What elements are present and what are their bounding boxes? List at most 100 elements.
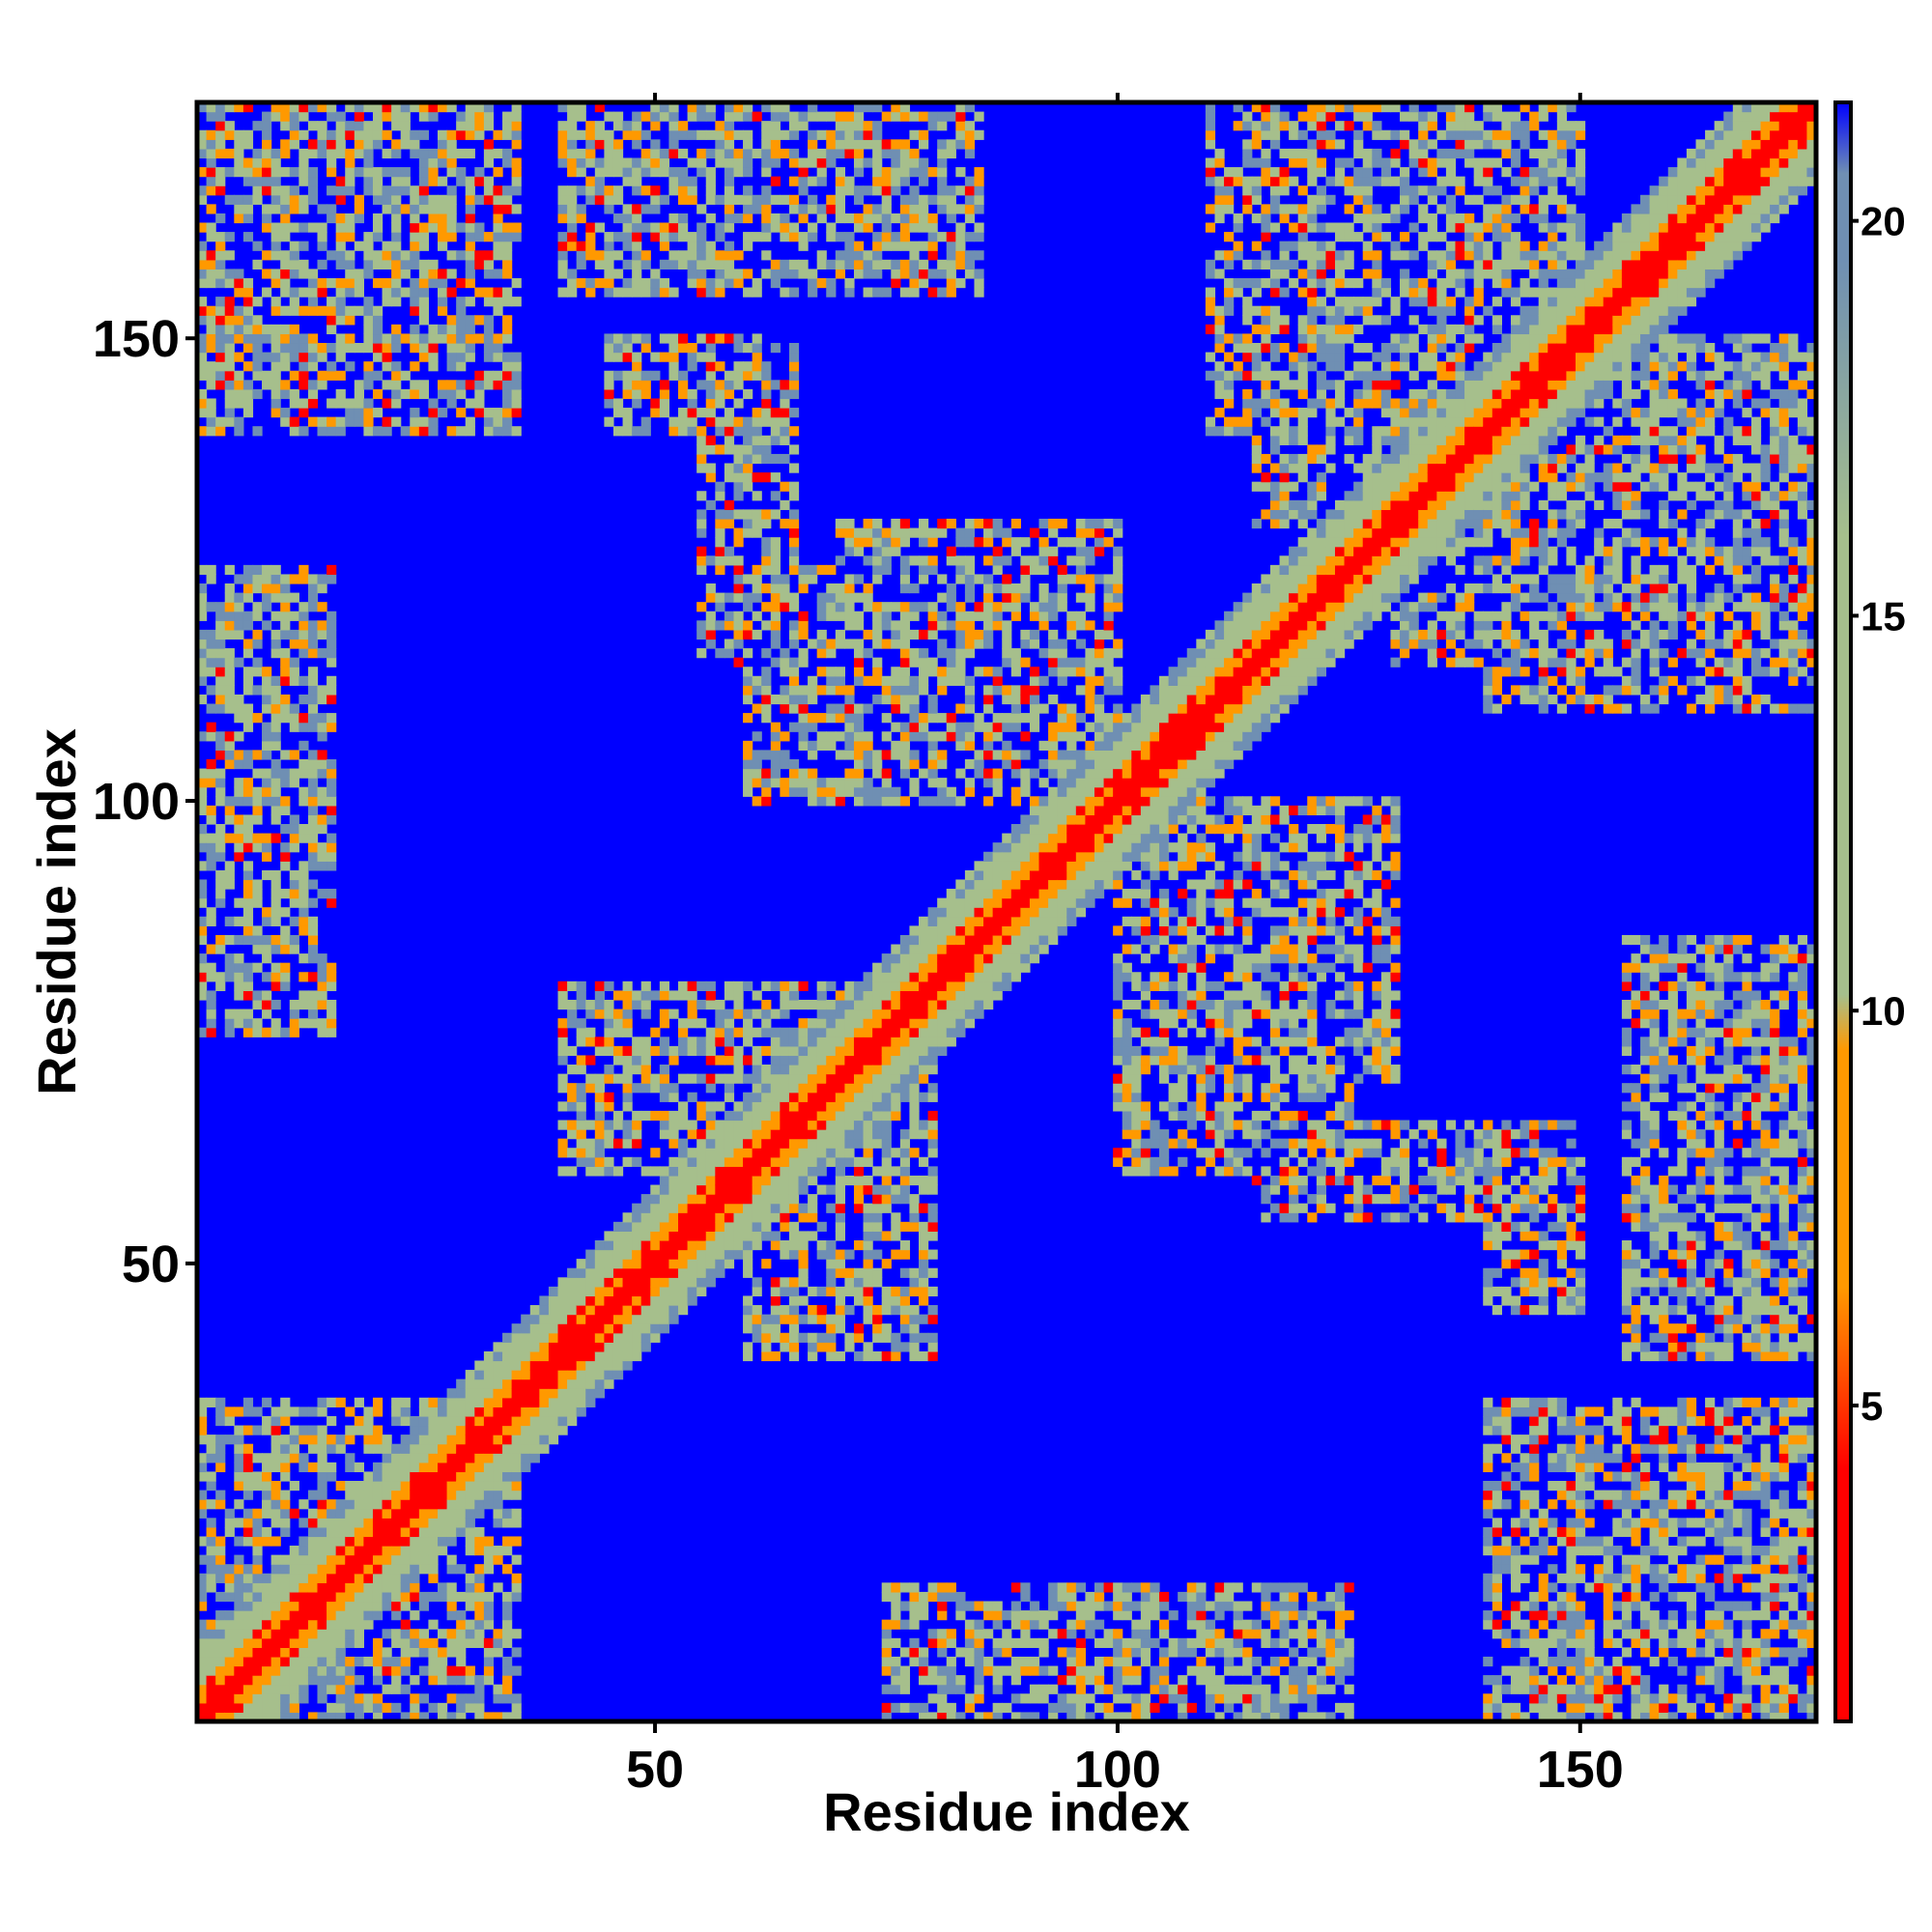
heatmap-cell <box>835 1175 845 1186</box>
heatmap-cell <box>752 796 762 807</box>
heatmap-cell <box>428 1536 439 1547</box>
heatmap-cell <box>270 980 281 992</box>
heatmap-cell <box>899 620 911 631</box>
heatmap-cell <box>881 1037 892 1047</box>
heatmap-cell <box>808 1027 818 1037</box>
heatmap-cell <box>659 259 670 270</box>
heatmap-cell <box>705 555 716 566</box>
heatmap-cell <box>206 259 216 270</box>
heatmap-cell <box>539 1388 550 1399</box>
heatmap-cell <box>215 778 226 788</box>
heatmap-cell <box>289 869 299 881</box>
heatmap-cell <box>354 287 364 298</box>
heatmap-cell <box>197 1536 208 1547</box>
heatmap-cell <box>576 157 586 168</box>
heatmap-cell <box>844 1110 855 1122</box>
heatmap-cell <box>715 1037 725 1047</box>
heatmap-cell <box>853 758 865 770</box>
heatmap-cell <box>438 1397 448 1407</box>
heatmap-cell <box>280 121 291 131</box>
heatmap-cell <box>548 1332 559 1343</box>
heatmap-cell <box>668 990 679 1001</box>
heatmap-cell <box>400 1471 411 1482</box>
heatmap-cell <box>752 287 762 298</box>
heatmap-cell <box>298 1435 309 1445</box>
heatmap-cell <box>844 1286 855 1297</box>
heatmap-cell <box>280 408 291 418</box>
heatmap-cell <box>307 1018 319 1029</box>
heatmap-cell <box>446 222 457 233</box>
heatmap-cell <box>280 861 291 871</box>
heatmap-cell <box>234 980 244 992</box>
heatmap-cell <box>678 1267 689 1278</box>
heatmap-cell <box>270 685 281 696</box>
heatmap-cell <box>270 1629 281 1639</box>
heatmap-cell <box>234 824 244 835</box>
heatmap-cell <box>659 380 670 390</box>
heatmap-cell <box>289 667 299 677</box>
heatmap-cell <box>327 1656 337 1667</box>
heatmap-cell <box>511 1397 522 1407</box>
heatmap-cell <box>382 1573 392 1583</box>
heatmap-cell <box>919 962 929 973</box>
heatmap-cell <box>622 999 633 1010</box>
heatmap-cell <box>604 1156 614 1167</box>
heatmap-cell <box>632 139 642 150</box>
heatmap-cell <box>770 435 781 445</box>
heatmap-cell <box>354 241 364 251</box>
heatmap-cell <box>863 1203 873 1213</box>
heatmap-cell <box>919 768 929 779</box>
heatmap-cell <box>557 269 568 279</box>
heatmap-cell <box>594 990 605 1001</box>
heatmap-cell <box>335 1554 346 1565</box>
heatmap-cell <box>705 250 716 261</box>
heatmap-cell <box>215 370 226 381</box>
heatmap-cell <box>668 1175 679 1186</box>
heatmap-cell <box>215 1564 226 1575</box>
heatmap-cell <box>456 1388 467 1399</box>
heatmap-cell <box>298 611 309 621</box>
heatmap-cell <box>280 1637 291 1648</box>
heatmap-cell <box>502 297 513 307</box>
heatmap-cell <box>752 194 762 205</box>
heatmap-cell <box>317 861 327 871</box>
heatmap-cell <box>899 1249 911 1260</box>
heatmap-cell <box>798 1037 809 1047</box>
heatmap-cell <box>446 1647 457 1658</box>
heatmap-cell <box>391 1573 402 1583</box>
heatmap-cell <box>881 1148 892 1158</box>
heatmap-cell <box>899 1148 911 1158</box>
heatmap-cell <box>557 1037 568 1047</box>
heatmap-cell <box>382 1629 392 1639</box>
heatmap-cell <box>687 176 697 186</box>
heatmap-cell <box>483 1619 495 1630</box>
heatmap-cell <box>289 629 299 640</box>
heatmap-cell <box>816 778 827 788</box>
heatmap-cell <box>937 1702 948 1714</box>
heatmap-cell <box>317 287 327 298</box>
heatmap-cell <box>391 1554 402 1565</box>
heatmap-cell <box>659 1305 670 1316</box>
heatmap-cell <box>456 1435 467 1445</box>
heatmap-cell <box>585 222 596 233</box>
heatmap-cell <box>567 222 578 233</box>
heatmap-cell <box>456 1610 467 1621</box>
heatmap-cell <box>622 980 633 992</box>
heatmap-cell <box>567 1378 578 1389</box>
heatmap-cell <box>252 768 263 779</box>
heatmap-cell <box>733 111 744 122</box>
heatmap-cell <box>557 1027 568 1037</box>
heatmap-cell <box>438 148 448 159</box>
heatmap-cell <box>844 121 855 131</box>
heatmap-cell <box>382 1546 392 1556</box>
heatmap-cell <box>206 1564 216 1575</box>
heatmap-cell <box>438 222 448 233</box>
heatmap-cell <box>872 629 883 640</box>
heatmap-cell <box>761 980 772 992</box>
heatmap-cell <box>234 287 244 298</box>
heatmap-cell <box>919 1665 929 1676</box>
heatmap-cell <box>881 1110 892 1122</box>
heatmap-cell <box>234 758 244 770</box>
heatmap-cell <box>761 232 772 242</box>
heatmap-cell <box>798 1092 809 1102</box>
